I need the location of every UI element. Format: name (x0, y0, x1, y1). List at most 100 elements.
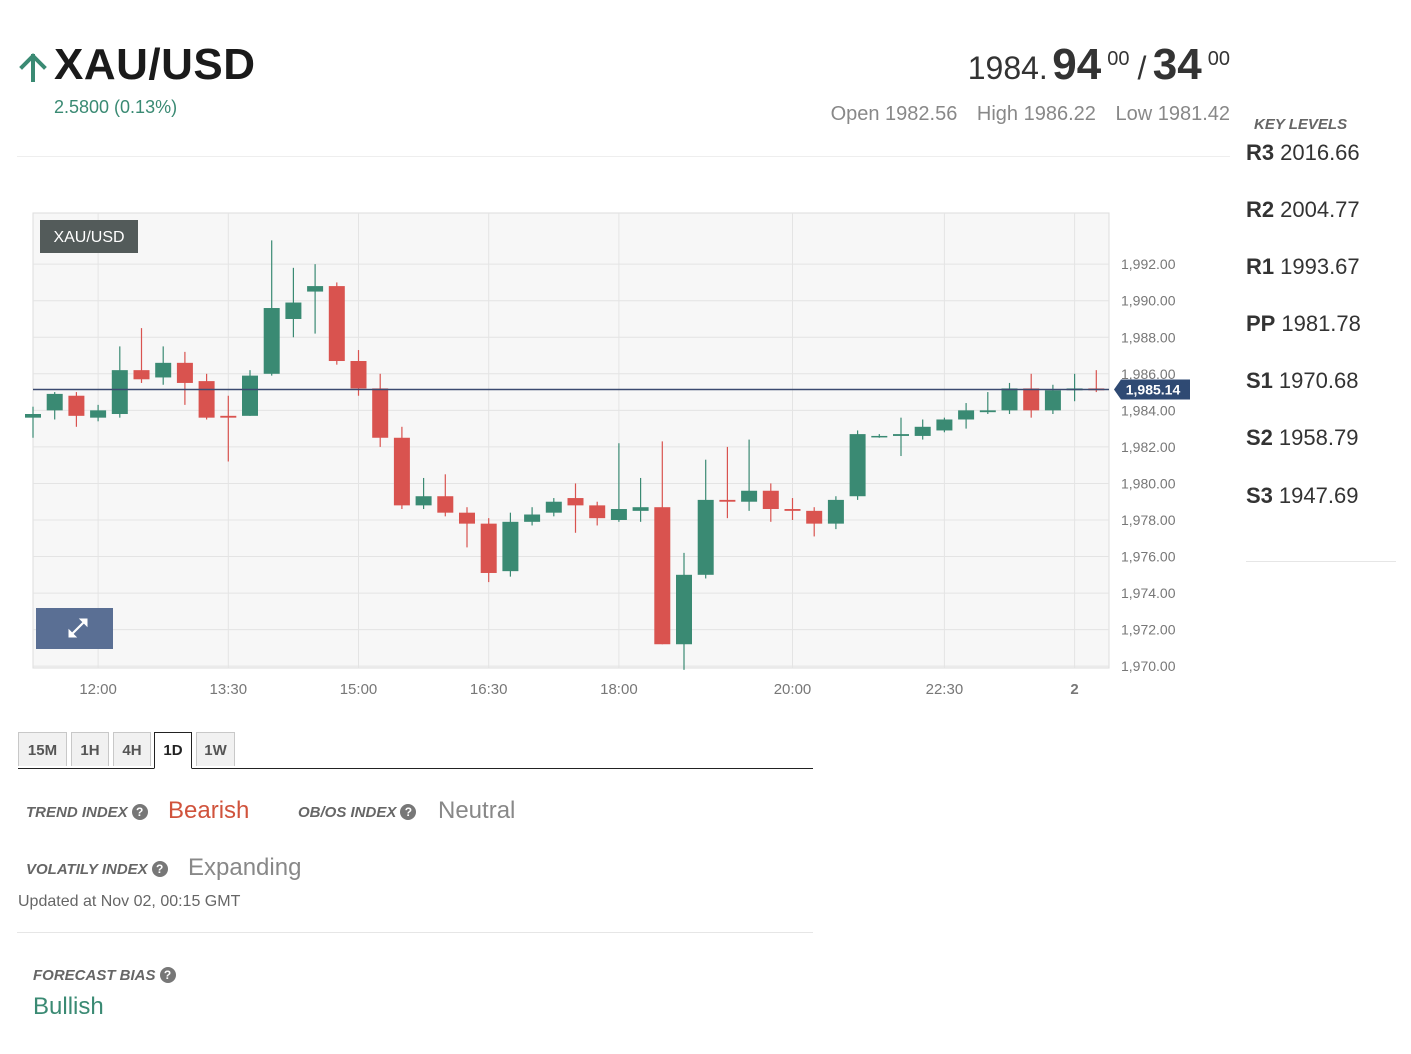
candle (914, 419, 931, 440)
key-level-name: R2 (1246, 197, 1275, 222)
candle-body (437, 496, 454, 513)
ohl-stats: Open 1982.56 High 1986.22 Low 1981.42 (817, 103, 1230, 126)
candle (697, 459, 714, 579)
key-level-r1: R1 1993.67 (1246, 254, 1360, 280)
y-tick-label: 1,984.00 (1121, 402, 1176, 418)
key-level-value: 1958.79 (1278, 425, 1359, 450)
candle-body (893, 434, 909, 436)
tab-15m[interactable]: 15M (18, 732, 67, 766)
key-level-name: S3 (1246, 483, 1273, 508)
volatility-index-label: VOLATILY INDEX? (26, 861, 168, 878)
candle-body (654, 507, 671, 645)
key-level-name: PP (1246, 311, 1276, 336)
bid-prefix: 1984. (967, 50, 1048, 86)
key-level-value: 1993.67 (1280, 254, 1360, 279)
candle (806, 507, 823, 537)
quote-separator: / (1137, 50, 1147, 86)
candle (459, 507, 475, 548)
key-level-name: R3 (1246, 140, 1275, 165)
candle (545, 498, 562, 517)
help-icon[interactable]: ? (151, 861, 168, 877)
key-level-name: S2 (1246, 425, 1273, 450)
candle (372, 373, 389, 447)
key-level-name: R1 (1246, 254, 1275, 279)
obos-index-value: Neutral (438, 797, 516, 824)
candle-body (524, 514, 541, 522)
candle (871, 434, 888, 438)
candle (654, 441, 671, 645)
candle (90, 404, 107, 422)
candle-body (502, 521, 519, 572)
expand-button[interactable] (36, 608, 113, 649)
instrument-symbol: XAU/USD (54, 40, 256, 89)
candle (827, 496, 844, 530)
candle (979, 392, 996, 415)
current-price-label: 1,985.14 (1126, 382, 1181, 398)
key-level-value: 2004.77 (1280, 197, 1360, 222)
candle-body (589, 505, 606, 519)
y-tick-label: 1,992.00 (1121, 256, 1176, 272)
tab-1h[interactable]: 1H (71, 732, 109, 766)
candle (676, 552, 692, 670)
current-price-tag (1114, 379, 1190, 400)
key-level-value: 1981.78 (1281, 311, 1361, 336)
candle-body (372, 388, 389, 438)
candle (849, 430, 866, 500)
price-change: 2.5800 (0.13%) (54, 97, 178, 117)
candle-body (632, 507, 649, 511)
candle (415, 477, 432, 510)
candle-body (697, 499, 714, 575)
tab-1d[interactable]: 1D (154, 732, 192, 769)
x-tick-label: 15:00 (340, 681, 378, 698)
candle (25, 406, 41, 438)
candle-body (263, 308, 280, 374)
candle (567, 483, 584, 533)
y-tick-label: 1,988.00 (1121, 329, 1176, 345)
candle (133, 328, 150, 383)
candle (220, 395, 237, 462)
key-level-s1: S1 1970.68 (1246, 368, 1358, 394)
x-tick-label: 22:30 (926, 681, 964, 698)
candle (610, 443, 627, 522)
candle-body (285, 302, 302, 319)
candle-body (827, 499, 844, 524)
tab-4h[interactable]: 4H (113, 732, 151, 766)
ask-main: 34 (1152, 40, 1202, 89)
high-value: High 1986.22 (976, 103, 1096, 125)
candle-body (979, 410, 996, 413)
expand-icon[interactable] (68, 618, 88, 638)
obos-index-text: OB/OS INDEX (298, 804, 397, 821)
expand-button-bg[interactable] (36, 608, 113, 649)
key-levels-title: KEY LEVELS (1254, 116, 1348, 133)
key-level-value: 2016.66 (1280, 140, 1360, 165)
help-icon[interactable]: ? (159, 967, 176, 983)
x-tick-label: 2 (1070, 681, 1078, 698)
candle (502, 512, 519, 577)
candle (242, 370, 258, 416)
volatility-index-value: Expanding (188, 854, 302, 881)
candle-body (307, 286, 324, 292)
candle (1023, 373, 1040, 418)
candle-body (393, 437, 410, 506)
y-tick-label: 1,976.00 (1121, 549, 1176, 565)
tab-1w[interactable]: 1W (196, 732, 235, 766)
candle-body (133, 370, 150, 380)
y-tick-label: 1,982.00 (1121, 439, 1176, 455)
candle (350, 350, 367, 396)
candle-body (806, 510, 823, 524)
key-level-value: 1970.68 (1278, 368, 1359, 393)
candle-body (155, 362, 172, 378)
y-axis-ticks: 1,992.00 1,990.00 1,988.00 1,986.00 1,984.00… (1121, 256, 1176, 674)
candle-body (242, 375, 258, 416)
header-divider (17, 156, 1230, 157)
trend-index-value: Bearish (168, 797, 250, 824)
candle-body (328, 286, 345, 362)
key-level-s2: S2 1958.79 (1246, 425, 1358, 451)
key-level-r2: R2 2004.77 (1246, 197, 1360, 223)
help-icon[interactable]: ? (131, 804, 148, 820)
help-icon[interactable]: ? (400, 804, 417, 820)
x-tick-label: 16:30 (470, 681, 508, 698)
forecast-bias-value: Bullish (33, 993, 104, 1020)
candle (155, 346, 172, 385)
price-chart[interactable]: 1,992.00 1,990.00 1,988.00 1,986.00 1,984.00… (0, 0, 1230, 710)
